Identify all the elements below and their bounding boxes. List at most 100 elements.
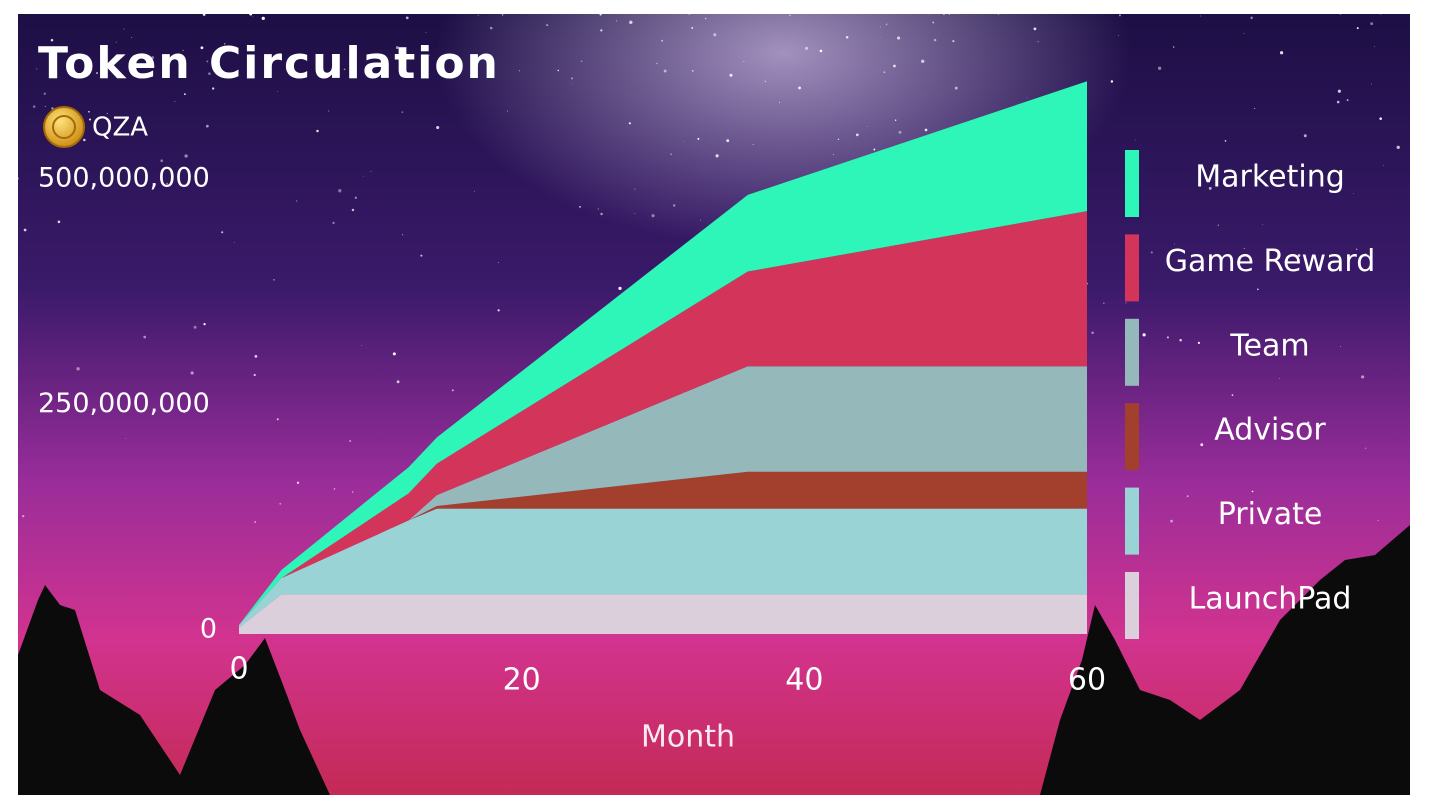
star [1279, 378, 1280, 379]
star [1134, 139, 1136, 141]
star [1200, 15, 1202, 17]
star [1396, 145, 1400, 149]
star [221, 231, 224, 234]
star [211, 87, 215, 90]
star [1091, 331, 1094, 334]
star [894, 119, 897, 121]
star [998, 14, 1000, 16]
area [239, 81, 1087, 625]
star [952, 40, 955, 43]
star [182, 409, 186, 413]
legend-label: Game Reward [1165, 244, 1376, 279]
star [497, 262, 499, 264]
star [477, 15, 479, 17]
star [661, 39, 664, 42]
star [1033, 27, 1037, 31]
x-tick-label: 60 [1068, 663, 1106, 698]
legend-swatch [1125, 318, 1139, 386]
star [200, 46, 204, 50]
star [396, 380, 400, 384]
star [333, 488, 336, 490]
star [933, 38, 937, 42]
star [352, 491, 354, 493]
star [1379, 117, 1382, 120]
star [451, 389, 454, 392]
star [202, 13, 206, 16]
star [190, 371, 194, 375]
star [362, 175, 364, 177]
star [571, 83, 572, 84]
star [634, 188, 636, 190]
area [239, 508, 1087, 628]
star [351, 208, 355, 212]
star [401, 111, 404, 113]
star [704, 17, 707, 20]
star [343, 68, 346, 71]
star [115, 41, 117, 43]
star [1337, 89, 1341, 93]
star [208, 72, 211, 75]
legend-label: Team [1229, 328, 1309, 363]
star [670, 153, 672, 156]
star [691, 26, 694, 29]
star [425, 31, 427, 33]
star [1374, 46, 1376, 48]
x-tick-label: 0 [229, 652, 248, 687]
star [83, 138, 86, 142]
area [239, 594, 1087, 634]
star [518, 70, 521, 72]
star [1026, 97, 1028, 99]
star [44, 106, 46, 108]
star [395, 46, 399, 50]
star [729, 73, 733, 77]
star [370, 171, 372, 172]
star [1380, 13, 1382, 15]
star [628, 122, 631, 125]
star [253, 373, 256, 377]
star [579, 206, 581, 208]
star [22, 515, 25, 518]
star [880, 36, 881, 38]
star [1370, 22, 1374, 26]
star [1377, 519, 1379, 522]
x-tick-label: 40 [785, 663, 823, 698]
star [683, 140, 684, 142]
star [893, 64, 896, 68]
star [151, 56, 154, 59]
star [349, 440, 352, 442]
star [1339, 13, 1342, 15]
star [942, 13, 945, 16]
star [928, 13, 930, 15]
star [778, 101, 781, 103]
area [239, 366, 1087, 625]
star [1197, 341, 1201, 344]
star [873, 148, 876, 151]
star [616, 20, 617, 22]
star [166, 182, 168, 185]
star [57, 220, 61, 224]
star [1364, 253, 1367, 256]
star [688, 13, 690, 15]
star [402, 234, 404, 236]
star [599, 13, 602, 16]
star [279, 503, 281, 505]
star [1262, 224, 1264, 226]
star [1200, 443, 1204, 447]
y-tick-label: 0 [200, 614, 217, 645]
star [798, 86, 801, 90]
area [239, 211, 1087, 625]
legend-swatch [1125, 572, 1139, 639]
star [497, 309, 500, 312]
star [332, 221, 335, 225]
legend-label: Private [1218, 497, 1323, 532]
plot: 0 250,000,000 500,000,000 0 20 40 60 Marketing G… [38, 81, 1376, 698]
star [1110, 80, 1114, 83]
star [273, 279, 275, 281]
star [295, 200, 298, 202]
coin-icon [43, 106, 85, 148]
star [1255, 165, 1258, 168]
star [50, 38, 54, 42]
star [819, 49, 823, 53]
star [832, 153, 834, 155]
star [600, 212, 603, 216]
